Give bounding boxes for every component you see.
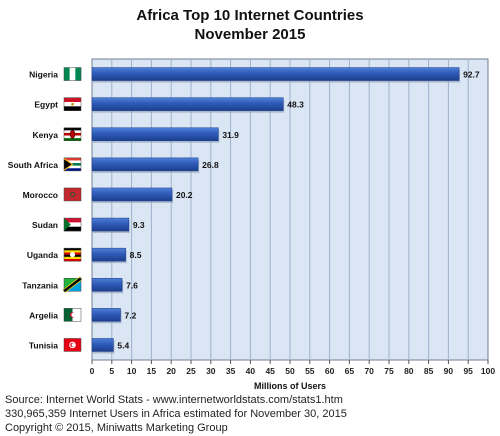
algeria-flag-icon: [63, 308, 82, 322]
south-africa-flag-icon: [63, 157, 82, 172]
x-tick-label: 65: [345, 366, 355, 376]
bar-chart: 0 5 10 15 20 25 30 35 40 45 50 55 60 65 70 75 80 85 90 95 10…: [8, 58, 495, 391]
copyright-note: Copyright © 2015, Miniwatts Marketing Gr…: [5, 422, 228, 434]
value-label-morocco: 20.2: [176, 190, 193, 200]
category-label-south-africa: South Africa: [8, 160, 58, 170]
estimate-note: 330,965,359 Internet Users in Africa est…: [5, 408, 347, 420]
x-tick-label: 60: [325, 366, 335, 376]
x-axis-label: Millions of Users: [254, 381, 326, 391]
value-label-south-africa: 26.8: [202, 160, 219, 170]
value-label-uganda: 8.5: [130, 250, 142, 260]
bar-kenya: [91, 127, 219, 141]
bar-nigeria: [91, 67, 460, 81]
uganda-flag-icon: [63, 247, 82, 262]
value-label-kenya: 31.9: [222, 130, 239, 140]
x-tick-label: 95: [463, 366, 473, 376]
x-tick-label: 0: [90, 366, 95, 376]
category-label-uganda: Uganda: [27, 250, 58, 260]
x-tick-label: 80: [404, 366, 414, 376]
value-label-egypt: 48.3: [287, 100, 304, 110]
category-label-argelia: Argelia: [29, 310, 58, 320]
x-tick-label: 5: [109, 366, 114, 376]
value-label-nigeria: 92.7: [463, 70, 480, 80]
source-note: Source: Internet World Stats - www.inter…: [5, 394, 343, 406]
x-tick-label: 85: [424, 366, 434, 376]
category-label-tanzania: Tanzania: [22, 280, 58, 290]
bar-south-africa: [91, 157, 199, 172]
category-label-egypt: Egypt: [34, 100, 58, 110]
x-tick-label: 45: [265, 366, 275, 376]
value-label-argelia: 7.2: [125, 310, 137, 320]
chart-title: Africa Top 10 Internet Countries: [136, 7, 364, 24]
bar-uganda: [91, 247, 126, 262]
x-tick-label: 75: [384, 366, 394, 376]
value-label-tanzania: 7.6: [126, 280, 138, 290]
chart-subtitle: November 2015: [194, 26, 306, 43]
x-tick-label: 90: [444, 366, 454, 376]
x-tick-label: 55: [305, 366, 315, 376]
bar-tanzania: [91, 278, 123, 292]
category-label-nigeria: Nigeria: [29, 70, 58, 80]
bar-tunisia: [91, 338, 114, 352]
nigeria-flag-icon: [63, 67, 82, 81]
x-tick-label: 100: [481, 366, 495, 376]
egypt-flag-icon: [63, 97, 82, 111]
x-tick-label: 10: [127, 366, 137, 376]
x-tick-label: 70: [364, 366, 374, 376]
value-label-tunisia: 5.4: [117, 340, 129, 350]
x-tick-label: 25: [186, 366, 196, 376]
x-tick-label: 30: [206, 366, 216, 376]
value-label-sudan: 9.3: [133, 220, 145, 230]
category-label-tunisia: Tunisia: [29, 340, 58, 350]
x-tick-label: 20: [166, 366, 176, 376]
bar-morocco: [91, 187, 173, 202]
morocco-flag-icon: [63, 187, 82, 202]
bar-argelia: [91, 308, 121, 322]
sudan-flag-icon: [63, 217, 82, 232]
category-label-morocco: Morocco: [23, 190, 58, 200]
x-tick-label: 15: [147, 366, 157, 376]
x-tick-label: 50: [285, 366, 295, 376]
x-tick-label: 35: [226, 366, 236, 376]
bar-egypt: [91, 97, 284, 111]
tunisia-flag-icon: [63, 338, 82, 352]
category-label-kenya: Kenya: [32, 130, 58, 140]
bar-sudan: [91, 217, 130, 232]
tanzania-flag-icon: [62, 276, 83, 293]
category-label-sudan: Sudan: [32, 220, 58, 230]
x-tick-label: 40: [246, 366, 256, 376]
kenya-flag-icon: [63, 127, 82, 141]
